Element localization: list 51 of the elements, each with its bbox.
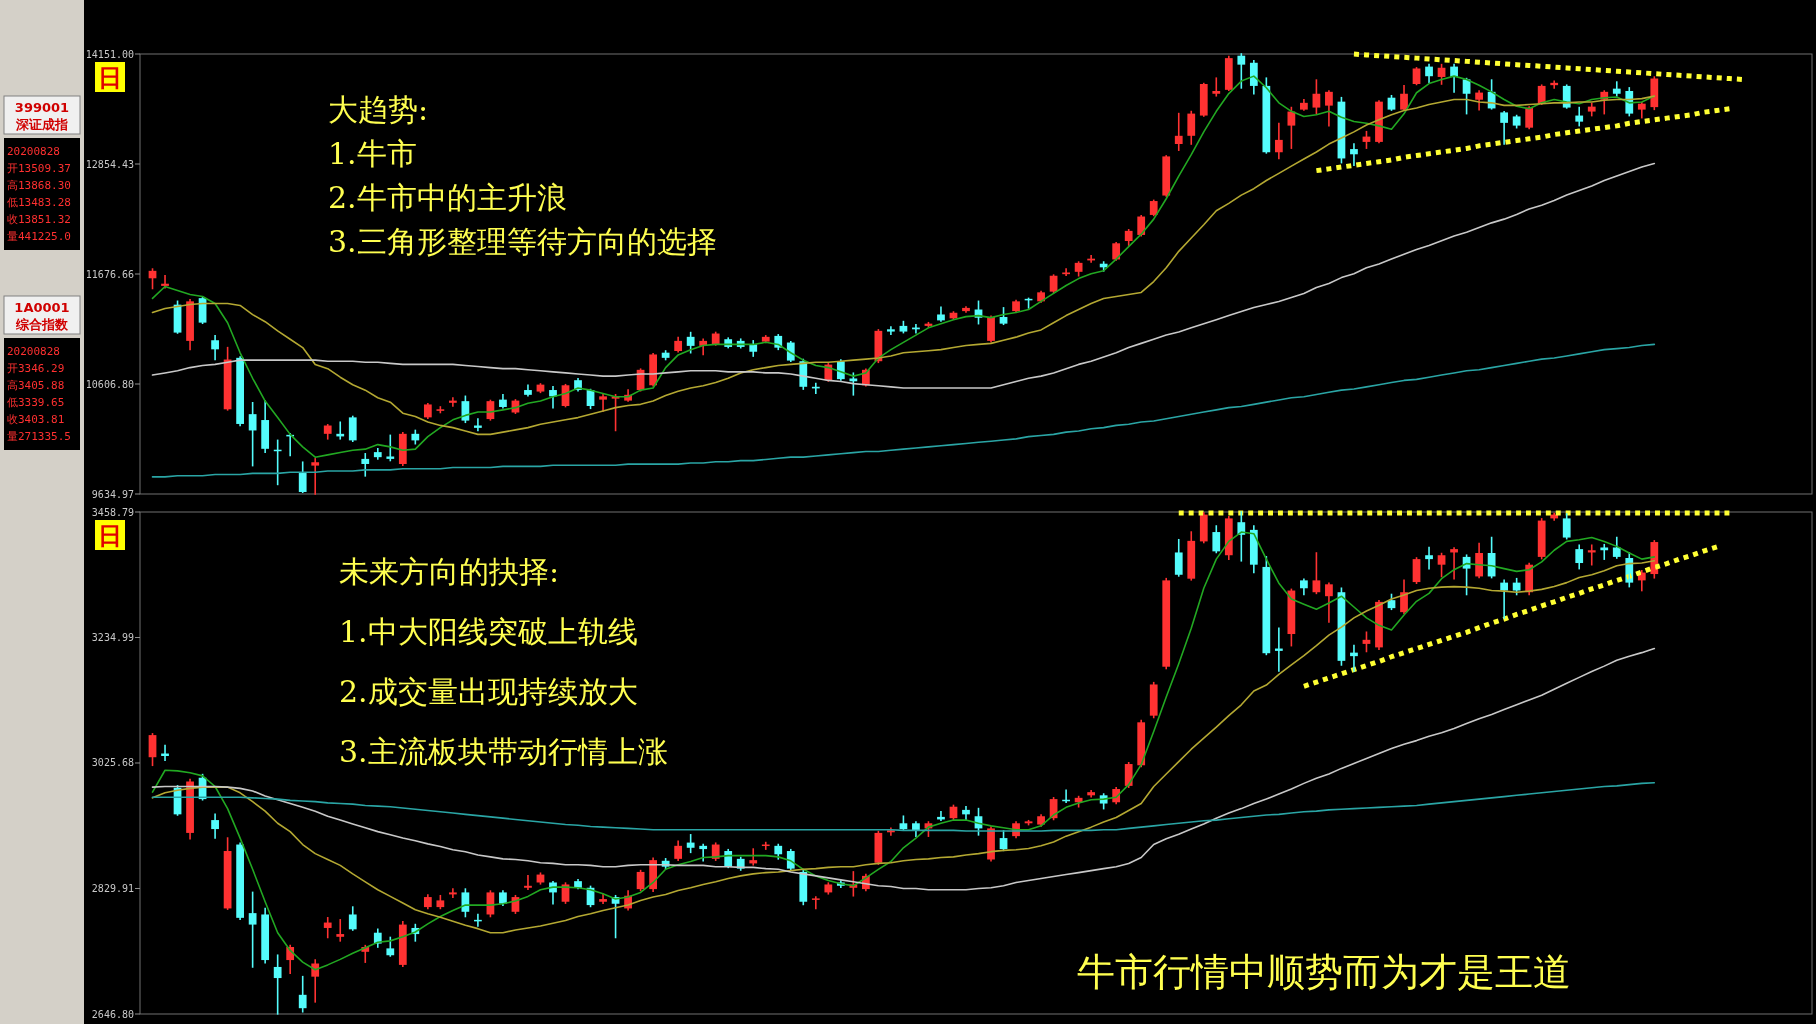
- candlestick: [887, 326, 895, 336]
- candlestick: [311, 458, 320, 495]
- candlestick: [298, 461, 307, 494]
- annotation: 1.牛市: [328, 136, 417, 171]
- text: 大趋势:: [328, 92, 429, 127]
- text: 20200828: [7, 344, 60, 358]
- text: 开3346.29: [7, 361, 65, 375]
- candlestick: [1237, 53, 1246, 89]
- text: 高3405.88: [7, 378, 65, 392]
- line-series: [151, 647, 1656, 891]
- annotation: 3.主流板块带动行情上涨: [339, 734, 668, 769]
- candlestick: [386, 434, 395, 462]
- y-tick-label: 3025.68: [91, 757, 134, 769]
- candlestick: [273, 954, 282, 1015]
- annotation: 2.成交量出现持续放大: [339, 674, 638, 709]
- text: 低13483.28: [7, 195, 71, 209]
- text: 开13509.37: [7, 161, 71, 175]
- candlestick: [1062, 268, 1070, 276]
- text: 高13868.30: [7, 178, 71, 192]
- y-tick-label: 3234.99: [91, 632, 134, 643]
- text: 20200828: [7, 144, 60, 158]
- text: 收13851.32: [7, 212, 71, 226]
- annotation: 2.牛市中的主升浪: [328, 180, 567, 215]
- candlestick: [686, 331, 695, 354]
- candlestick: [248, 891, 257, 968]
- y-tick-label: 2829.91: [91, 883, 134, 894]
- text: 量271335.5: [7, 429, 71, 443]
- text: 量441225.0: [7, 229, 71, 243]
- candlestick: [1262, 556, 1271, 656]
- y-tick-label: 14151.00: [85, 48, 134, 60]
- y-tick-label: 9634.97: [91, 488, 134, 500]
- candlestick: [599, 394, 607, 412]
- candlestick: [811, 896, 820, 910]
- y-tick-label: 12854.43: [85, 158, 134, 170]
- y-tick-label: 10606.80: [85, 378, 134, 390]
- text: 1A0001: [14, 299, 70, 315]
- annotation: 1.中大阳线突破上轨线: [339, 614, 638, 649]
- y-tick-label: 11676.66: [85, 268, 134, 280]
- text: 低3339.65: [7, 395, 65, 409]
- text: 深证成指: [15, 116, 68, 132]
- y-tick-label: 2646.80: [91, 1008, 134, 1020]
- text: 未来方向的抉择:: [339, 554, 560, 589]
- text: 综合指数: [15, 316, 69, 332]
- text: 日: [98, 62, 122, 92]
- text: 收3403.81: [7, 412, 65, 426]
- y-tick-label: 3458.79: [91, 506, 134, 518]
- candlestick: [849, 372, 858, 396]
- annotation: 牛市行情中顺势而为才是王道: [1077, 950, 1571, 994]
- text: 399001: [14, 99, 70, 115]
- text: 日: [98, 520, 122, 550]
- annotation: 3.三角形整理等待方向的选择: [328, 224, 717, 259]
